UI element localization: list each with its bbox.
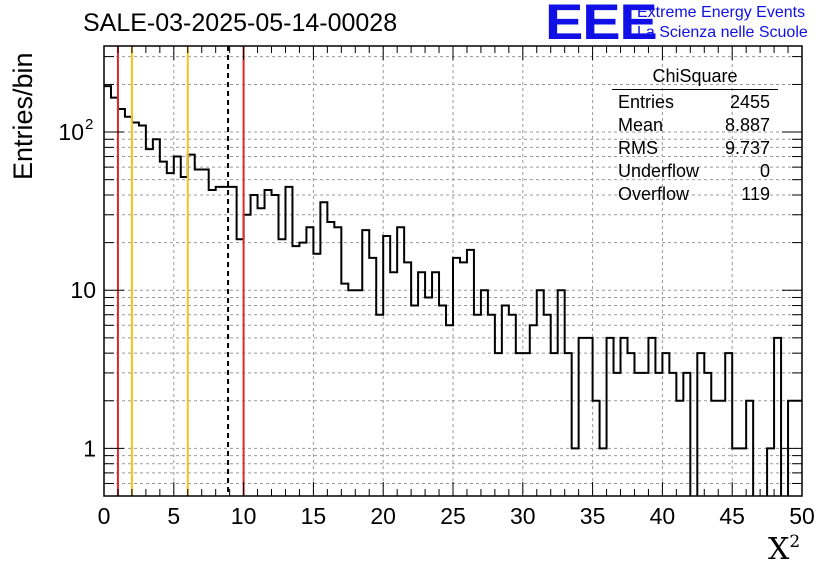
axis-ticks [103,46,803,497]
x-tick-label: 30 [510,503,536,529]
y-tick-label: 10 [58,119,84,145]
x-tick-label: 15 [301,503,327,529]
x-tick-label: 0 [98,503,111,529]
y-tick-label-exponent: 2 [85,116,93,133]
stats-row-overflow: Overflow 119 [612,183,778,206]
x-tick-label: 35 [580,503,606,529]
y-tick-label: 10 [70,277,96,303]
x-tick-label: 10 [231,503,257,529]
stats-value: 0 [759,161,770,181]
stats-row-rms: RMS 9.737 [612,137,778,160]
histogram-bars [104,85,802,496]
stats-value: 8.887 [724,115,770,135]
stats-label: Overflow [618,184,690,204]
stats-box-title: ChiSquare [612,66,778,90]
x-tick-label: 40 [650,503,676,529]
x-axis-label-superscript: 2 [789,532,801,552]
stats-label: Underflow [618,161,700,181]
stats-value: 119 [741,184,770,204]
y-axis-label: Entries/bin [8,52,38,180]
stats-row-mean: Mean 8.887 [612,114,778,137]
x-tick-label: 25 [440,503,466,529]
x-axis-label-main: X [768,532,790,567]
reference-lines [116,46,245,496]
x-tick-label: 50 [789,503,815,529]
chart-title: SALE-03-2025-05-14-00028 [83,9,398,37]
y-tick-label: 1 [83,435,96,461]
stats-label: Mean [618,115,664,135]
x-axis-label: X2 [768,532,800,567]
stats-label: RMS [618,138,658,158]
eee-logo: EEE [545,0,658,50]
stats-value: 2455 [729,92,770,112]
stats-box: ChiSquare Entries 2455 Mean 8.887 RMS 9.737… [612,66,778,206]
stats-value: 9.737 [724,138,770,158]
x-tick-label: 45 [719,503,745,529]
stats-row-entries: Entries 2455 [612,91,778,114]
x-tick-label: 20 [370,503,396,529]
logo-subtitle-line2: La Scienza nelle Scuole [637,24,808,41]
x-tick-label: 5 [167,503,180,529]
stats-row-underflow: Underflow 0 [612,160,778,183]
histogram-outline [104,85,802,496]
stats-label: Entries [618,92,675,112]
logo-subtitle-line1: Extreme Energy Events [637,4,806,21]
